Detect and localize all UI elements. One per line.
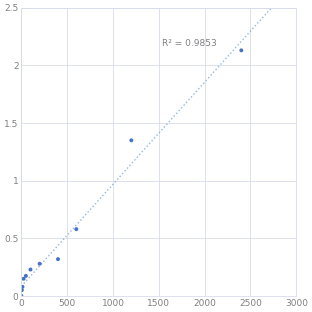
Point (21, 276, 26, 281)
Point (23, 273, 28, 278)
Point (20, 284, 25, 289)
Point (37, 261, 42, 266)
Point (19, 288, 24, 293)
Point (28, 267, 33, 272)
Text: R² = 0.9853: R² = 0.9853 (162, 39, 216, 48)
Point (56, 257, 61, 262)
Point (19, 293, 24, 298)
Point (74, 227, 79, 232)
Point (129, 138, 134, 143)
Point (239, 48, 244, 53)
